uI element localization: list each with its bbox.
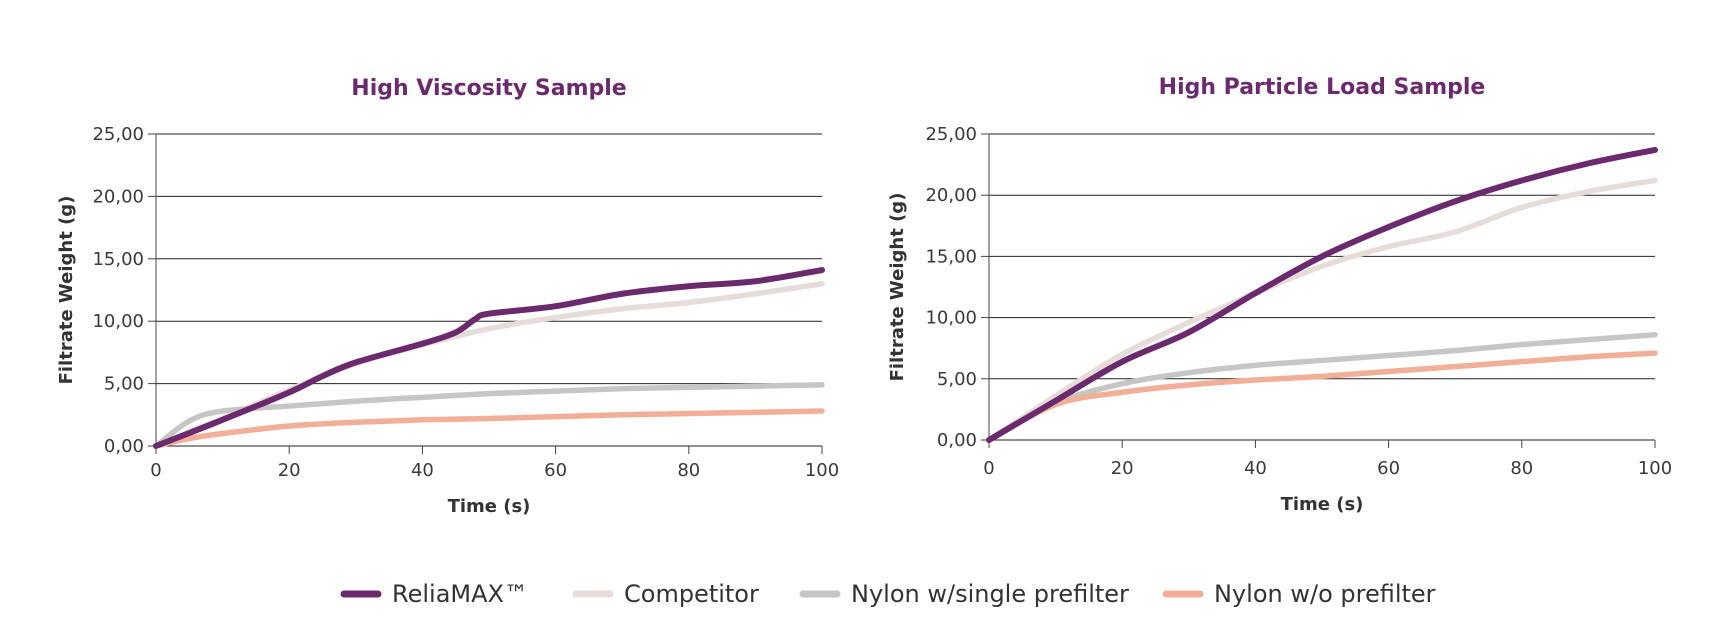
legend-item: ReliaMAX™ (340, 580, 528, 608)
series-line-nylon-w-single-prefilter (153, 382, 825, 449)
legend-item: Competitor (572, 580, 759, 608)
chart-high-viscosity: High Viscosity Sample 0,00 5,00 10,00 15,00 2… (56, 76, 839, 517)
y-tick-label: 5,00 (104, 374, 144, 395)
x-axis-title: Time (s) (448, 496, 531, 517)
chart-title: High Viscosity Sample (351, 76, 626, 101)
series-line-nylon-w-o-prefilter (986, 350, 1658, 443)
y-tick-label: 10,00 (92, 311, 144, 332)
x-tick-label: 40 (1244, 458, 1267, 479)
y-tick-label: 20,00 (925, 185, 977, 206)
series-line-reliamax (153, 267, 825, 449)
legend-label: ReliaMAX™ (392, 580, 528, 608)
x-tick-label: 100 (1638, 458, 1672, 479)
x-tick-label: 20 (1111, 458, 1134, 479)
y-tick-label: 5,00 (937, 369, 977, 390)
x-tick-label: 80 (1510, 458, 1533, 479)
y-axis-title: Filtrate Weight (g) (887, 193, 908, 382)
legend-label: Competitor (624, 580, 759, 608)
x-tick-label: 80 (677, 460, 700, 481)
y-tick-label: 10,00 (925, 308, 977, 329)
y-tick-label: 0,00 (937, 430, 977, 451)
series-line-competitor (153, 281, 825, 449)
legend: ReliaMAX™ Competitor Nylon w/single prefil… (340, 580, 1436, 608)
x-tick-label: 20 (278, 460, 301, 481)
series-line-reliamax (986, 146, 1658, 443)
legend-label: Nylon w/o prefilter (1214, 580, 1436, 608)
series-line-nylon-w-single-prefilter (986, 331, 1658, 443)
x-tick-label: 40 (411, 460, 434, 481)
legend-label: Nylon w/single prefilter (851, 580, 1129, 608)
y-tick-label: 20,00 (92, 186, 144, 207)
series-line-competitor (986, 177, 1658, 443)
legend-item: Nylon w/o prefilter (1162, 580, 1436, 608)
x-tick-label: 100 (805, 460, 839, 481)
y-tick-label: 15,00 (92, 249, 144, 270)
x-tick-label: 0 (150, 460, 161, 481)
x-tick-label: 60 (1377, 458, 1400, 479)
legend-item: Nylon w/single prefilter (799, 580, 1129, 608)
x-tick-label: 0 (983, 458, 994, 479)
y-tick-label: 15,00 (925, 246, 977, 267)
x-tick-label: 60 (544, 460, 567, 481)
series-line-nylon-w-o-prefilter (153, 408, 825, 449)
y-tick-label: 0,00 (104, 436, 144, 457)
y-tick-label: 25,00 (925, 124, 977, 145)
y-tick-label: 25,00 (92, 124, 144, 145)
y-axis-title: Filtrate Weight (g) (56, 196, 77, 385)
chart-title: High Particle Load Sample (1159, 75, 1486, 100)
x-axis-title: Time (s) (1281, 494, 1364, 515)
chart-high-particle-load: High Particle Load Sample 0,00 5,00 10,00 15… (887, 75, 1672, 515)
